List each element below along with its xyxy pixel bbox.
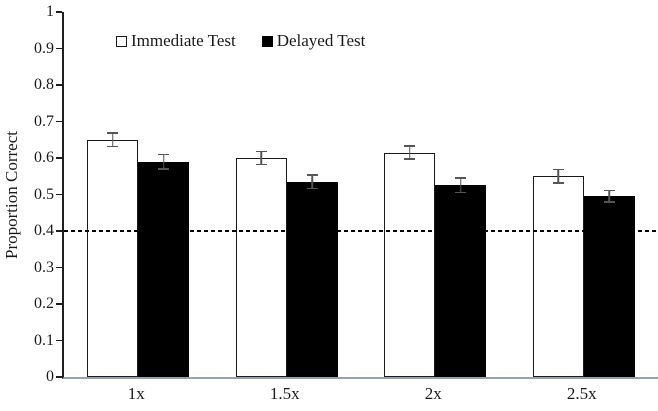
error-bar	[552, 168, 564, 184]
error-bar-part	[163, 153, 165, 170]
x-tick-label: 2x	[424, 384, 442, 403]
y-tick-mark	[56, 157, 62, 159]
legend-item-immediate-test: Immediate Test	[116, 31, 236, 51]
error-bar-part	[112, 132, 114, 148]
y-tick-mark	[56, 84, 62, 86]
y-tick-label: 0.8	[34, 76, 54, 93]
bar	[532, 176, 584, 377]
bar	[583, 196, 635, 377]
error-bar-part	[158, 168, 170, 170]
legend-label-immediate-test: Immediate Test	[131, 31, 236, 50]
error-bar	[107, 132, 119, 148]
error-bar-part	[455, 191, 467, 194]
y-tick-label: 0.6	[34, 149, 54, 166]
legend: Immediate Test Delayed Test	[116, 31, 365, 51]
y-tick-label: 1	[46, 3, 54, 20]
y-tick-label: 0	[46, 368, 54, 385]
error-bar-part	[107, 132, 119, 134]
y-tick-mark	[56, 230, 62, 232]
error-bar	[404, 145, 416, 160]
bar	[138, 161, 190, 377]
x-tick-label: 1x	[127, 384, 145, 403]
error-bar-part	[404, 145, 416, 147]
error-bar-part	[608, 189, 610, 203]
y-tick-label: 0.3	[34, 258, 54, 276]
y-tick-mark	[56, 47, 62, 50]
y-tick-label: 0.7	[34, 112, 54, 130]
error-bar-part	[306, 187, 318, 190]
y-tick-mark	[56, 266, 62, 269]
error-bar	[255, 150, 267, 166]
error-bar-part	[404, 158, 416, 160]
chance-reference-line	[64, 230, 658, 232]
error-bar	[158, 153, 170, 170]
y-tick-mark	[56, 11, 62, 13]
y-tick-label: 0.5	[34, 185, 54, 203]
error-bar-part	[455, 177, 467, 179]
y-tick-mark	[56, 339, 62, 342]
bar	[235, 158, 287, 377]
error-bar-part	[460, 177, 462, 194]
error-bar-part	[107, 145, 119, 148]
y-tick-mark	[56, 376, 62, 378]
x-tick-label: 2.5x	[566, 384, 597, 403]
plot-area	[62, 12, 658, 379]
x-tick-label: 1.5x	[269, 384, 300, 403]
delayed-test-swatch-icon	[261, 35, 273, 47]
y-tick-label: 0.2	[34, 295, 54, 312]
error-bar-part	[409, 145, 411, 160]
y-tick-label: 0.1	[34, 331, 54, 349]
y-tick-label: 0.4	[34, 222, 54, 239]
error-bar-part	[260, 150, 262, 166]
y-tick-mark	[56, 120, 62, 123]
bar	[435, 185, 487, 377]
error-bar-part	[255, 150, 267, 153]
bar	[286, 181, 338, 377]
error-bar	[603, 189, 615, 203]
error-bar-part	[158, 153, 170, 156]
legend-label-delayed-test: Delayed Test	[276, 31, 366, 50]
error-bar-part	[552, 168, 564, 171]
error-bar-part	[557, 168, 559, 184]
error-bar-part	[603, 189, 615, 192]
error-bar-part	[306, 174, 318, 176]
error-bar-part	[311, 174, 313, 190]
y-tick-mark	[56, 193, 62, 196]
bar	[87, 139, 139, 377]
legend-item-delayed-test: Delayed Test	[261, 31, 366, 51]
error-bar-part	[603, 201, 615, 203]
error-bar-part	[255, 163, 267, 166]
bar	[384, 152, 436, 377]
y-tick-label: 0.9	[34, 39, 54, 57]
error-bar	[455, 177, 467, 194]
y-tick-mark	[56, 303, 62, 305]
error-bar-part	[552, 182, 564, 184]
immediate-test-swatch-icon	[116, 35, 127, 47]
error-bar	[306, 174, 318, 190]
